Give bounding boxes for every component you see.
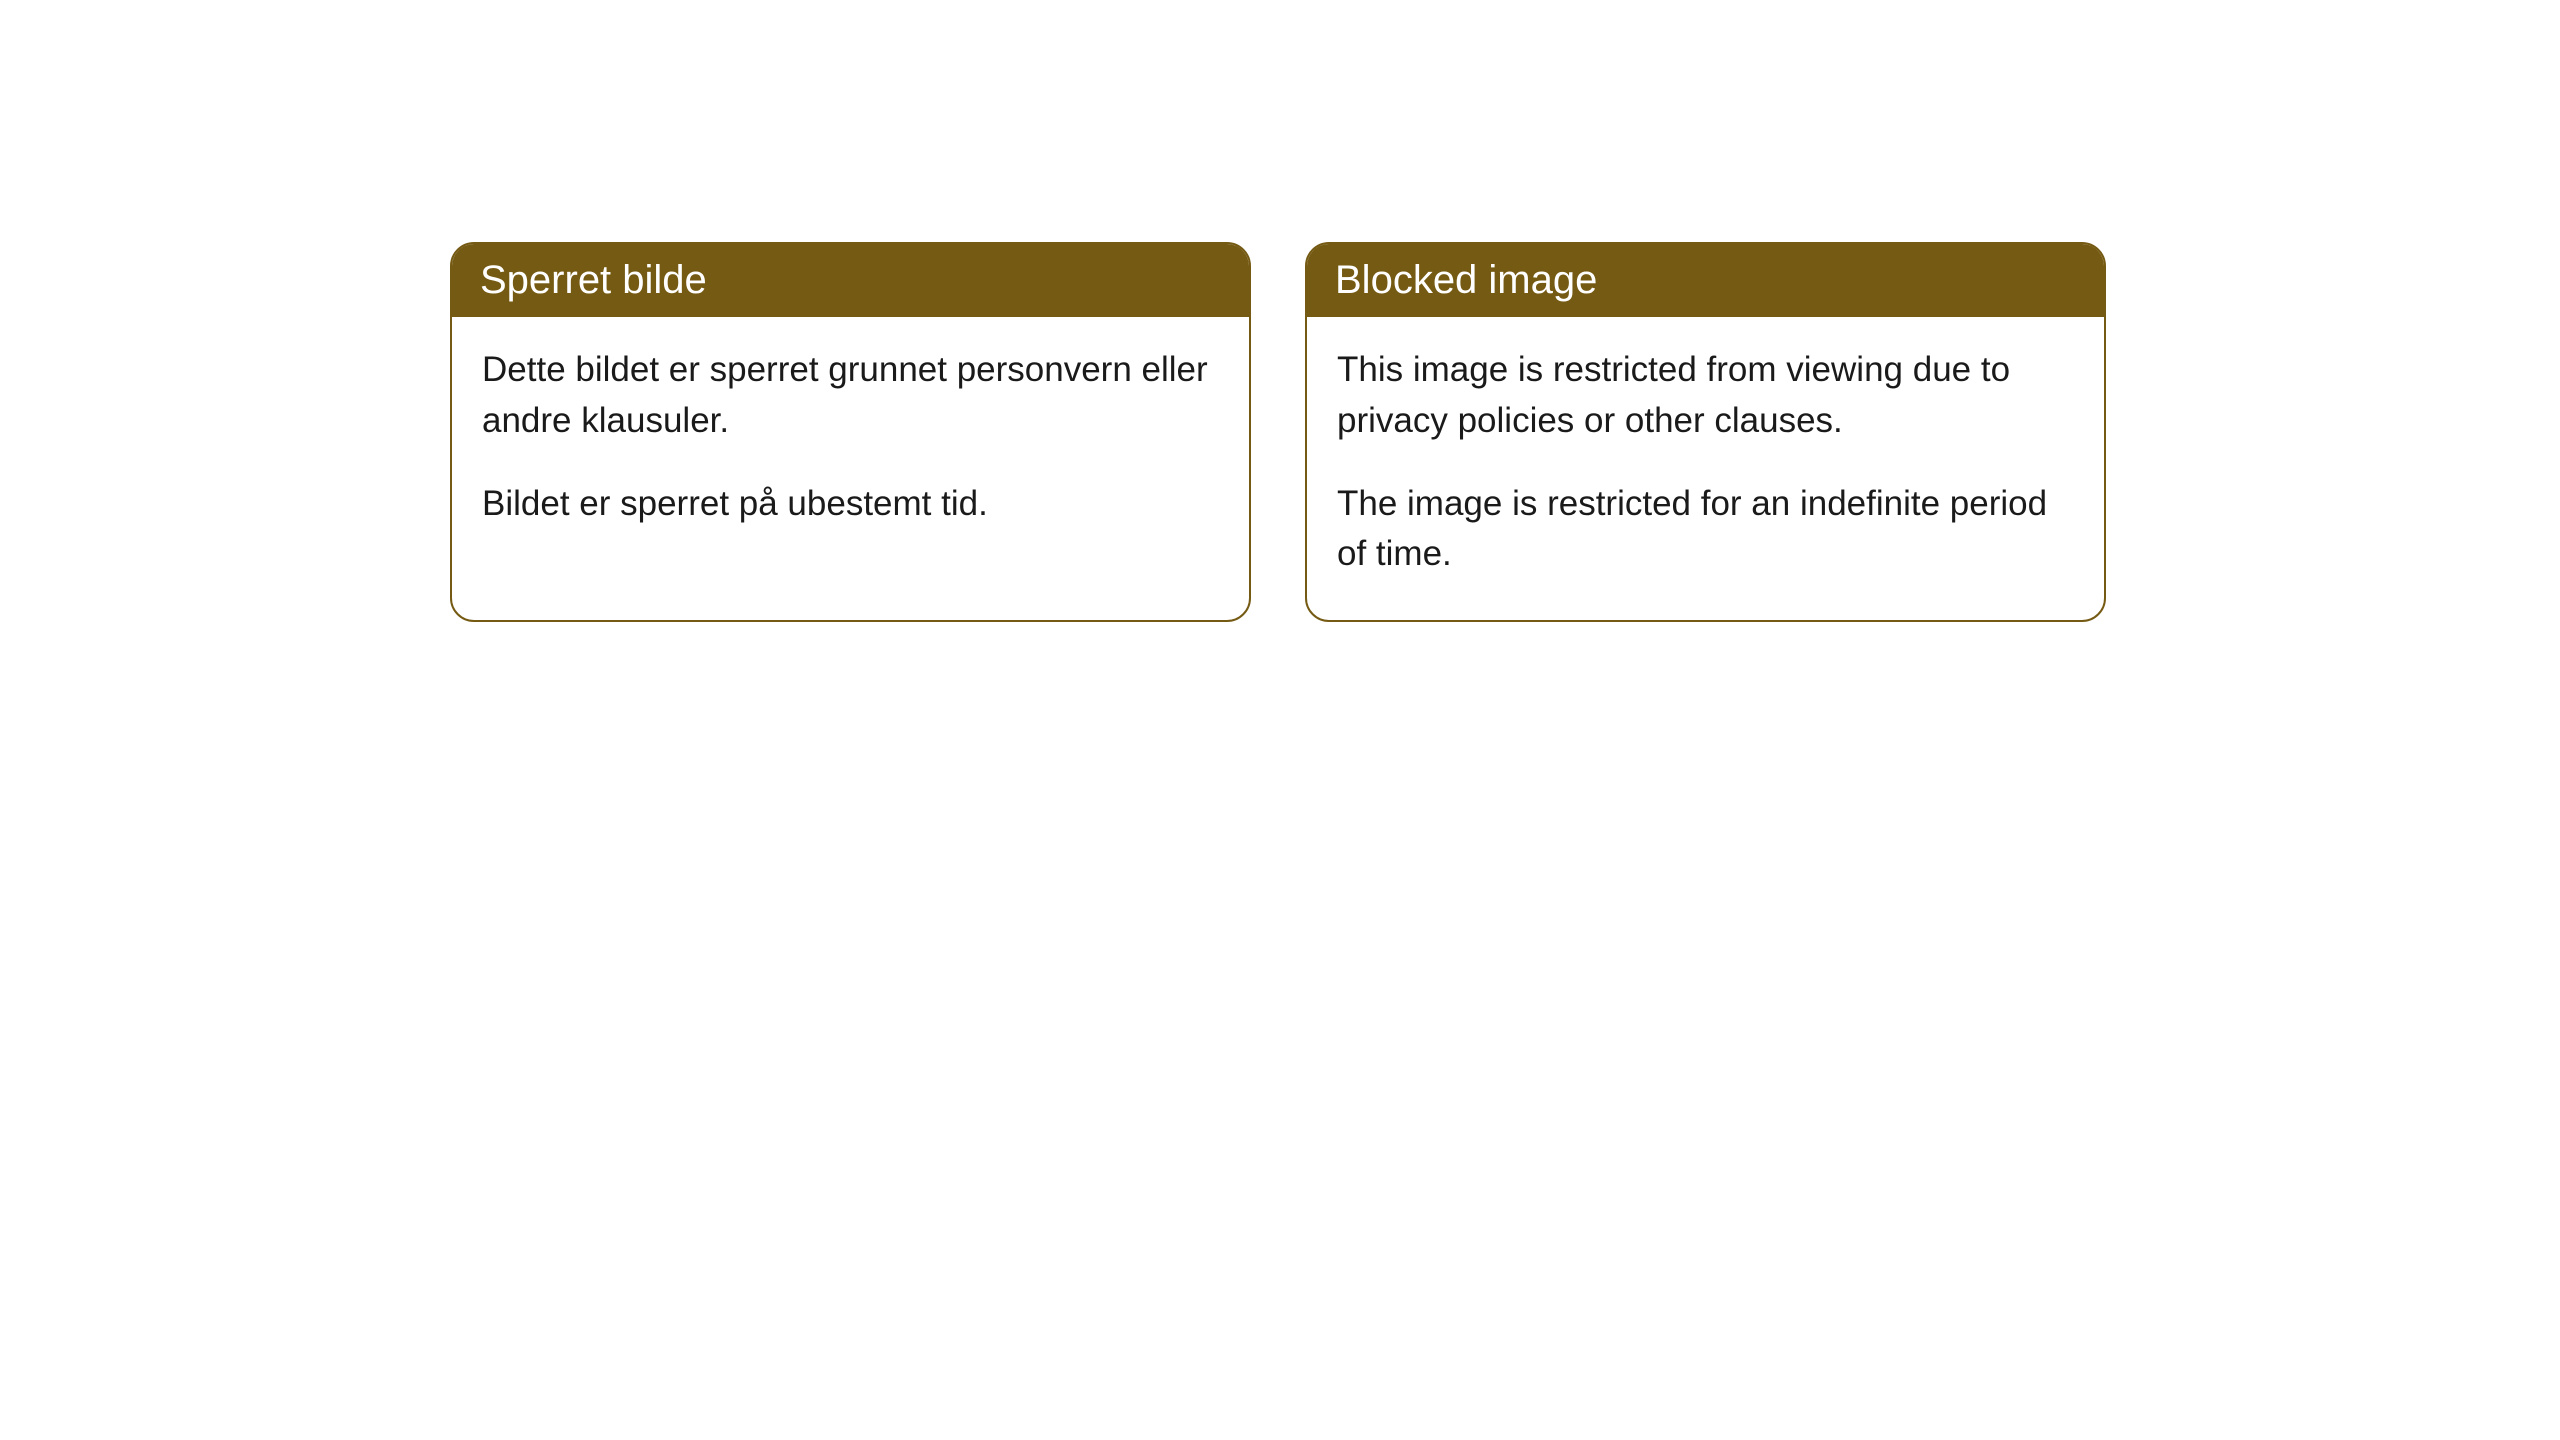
card-body-no: Dette bildet er sperret grunnet personve… [452,317,1249,569]
card-text-en-1: This image is restricted from viewing du… [1337,345,2074,447]
card-header-no: Sperret bilde [452,244,1249,317]
blocked-image-card-en: Blocked image This image is restricted f… [1305,242,2106,622]
blocked-image-card-no: Sperret bilde Dette bildet er sperret gr… [450,242,1251,622]
card-header-en: Blocked image [1307,244,2104,317]
card-title-no: Sperret bilde [480,258,707,302]
card-text-no-2: Bildet er sperret på ubestemt tid. [482,479,1219,530]
card-title-en: Blocked image [1335,258,1597,302]
card-body-en: This image is restricted from viewing du… [1307,317,2104,620]
card-text-en-2: The image is restricted for an indefinit… [1337,479,2074,581]
cards-container: Sperret bilde Dette bildet er sperret gr… [450,242,2106,622]
card-text-no-1: Dette bildet er sperret grunnet personve… [482,345,1219,447]
